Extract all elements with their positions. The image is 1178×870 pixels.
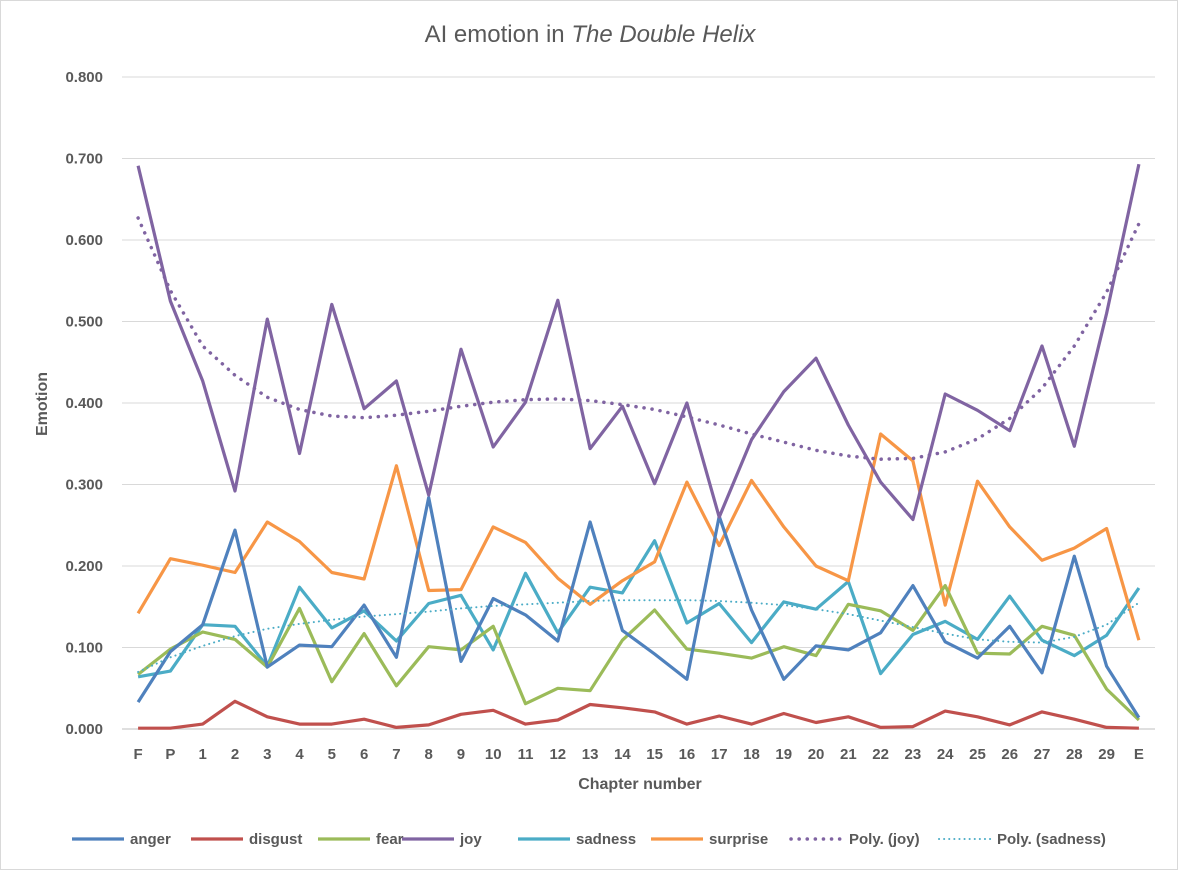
x-tick-label: 22: [872, 746, 889, 763]
x-tick-label: 12: [549, 746, 566, 763]
gridlines: [122, 76, 1155, 730]
x-tick-label: 1: [199, 746, 207, 763]
legend-label: disgust: [249, 831, 302, 848]
y-axis-label: Emotion: [34, 372, 51, 436]
x-tick-label: 17: [711, 746, 728, 763]
x-tick-label: 16: [679, 746, 696, 763]
series-line-poly-sadness: [137, 599, 1140, 673]
y-tick-label: 0.700: [65, 151, 103, 168]
y-tick-label: 0.000: [65, 721, 103, 738]
series-line-poly-joy: [136, 216, 1141, 461]
chart-title-main: AI emotion in: [425, 21, 565, 48]
y-tick-label: 0.400: [65, 395, 103, 412]
x-tick-label: 20: [808, 746, 825, 763]
x-tick-label: 8: [425, 746, 433, 763]
y-tick-label: 0.300: [65, 477, 103, 494]
x-tick-label: 25: [969, 746, 986, 763]
chart-title-italic: The Double Helix: [571, 21, 756, 48]
x-tick-label: 28: [1066, 746, 1083, 763]
legend-label: Poly. (sadness): [997, 831, 1106, 848]
x-tick-label: 9: [457, 746, 465, 763]
legend-label: Poly. (joy): [849, 831, 920, 848]
legend-label: sadness: [576, 831, 636, 848]
x-tick-label: F: [134, 746, 143, 763]
x-tick-label: 5: [328, 746, 336, 763]
legend-label: joy: [459, 831, 482, 848]
y-tick-label: 0.600: [65, 232, 103, 249]
x-tick-label: 6: [360, 746, 368, 763]
y-tick-label: 0.200: [65, 558, 103, 575]
chart-title: AI emotion in The Double Helix: [425, 21, 757, 48]
x-tick-label: E: [1134, 746, 1144, 763]
legend: anger disgust fear joy sadness surprise Poly. …: [72, 831, 1106, 848]
series-line-anger: [136, 495, 1141, 719]
y-axis-ticks: 0.000 0.100 0.200 0.300 0.400 0.500 0.600 0.700…: [65, 69, 103, 738]
x-tick-label: 2: [231, 746, 239, 763]
x-tick-label: 7: [392, 746, 400, 763]
x-tick-label: 3: [263, 746, 271, 763]
series-line-surprise: [136, 432, 1141, 641]
x-tick-label: 13: [582, 746, 599, 763]
series-line-sadness: [137, 539, 1141, 679]
x-tick-label: 11: [518, 746, 534, 763]
x-tick-label: 23: [905, 746, 922, 763]
x-axis-label: Chapter number: [578, 776, 702, 793]
x-tick-label: 14: [614, 746, 631, 763]
y-tick-label: 0.800: [65, 69, 103, 86]
x-tick-label: 10: [485, 746, 502, 763]
y-tick-label: 0.100: [65, 640, 103, 657]
x-tick-label: 19: [775, 746, 792, 763]
x-tick-label: 18: [743, 746, 760, 763]
x-tick-label: 29: [1098, 746, 1115, 763]
x-tick-label: 21: [840, 746, 857, 763]
legend-label: fear: [376, 831, 404, 848]
legend-label: surprise: [709, 831, 768, 848]
x-tick-label: 15: [646, 746, 663, 763]
y-tick-label: 0.500: [65, 314, 103, 331]
x-tick-label: 26: [1001, 746, 1018, 763]
x-tick-label: 27: [1034, 746, 1051, 763]
x-tick-label: P: [165, 746, 175, 763]
x-tick-label: 4: [295, 746, 304, 763]
legend-label: anger: [130, 831, 171, 848]
x-axis-ticks: F P 1 2 3 4 5 6 7 8 9 10 11 12 13 14 15 16 17 18 19 20 21 22 23 2…: [134, 746, 1144, 763]
series-lines: [136, 163, 1141, 730]
x-tick-label: 24: [937, 746, 954, 763]
series-line-fear: [137, 583, 1141, 722]
series-line-joy: [136, 163, 1141, 522]
series-line-disgust: [138, 699, 1139, 730]
